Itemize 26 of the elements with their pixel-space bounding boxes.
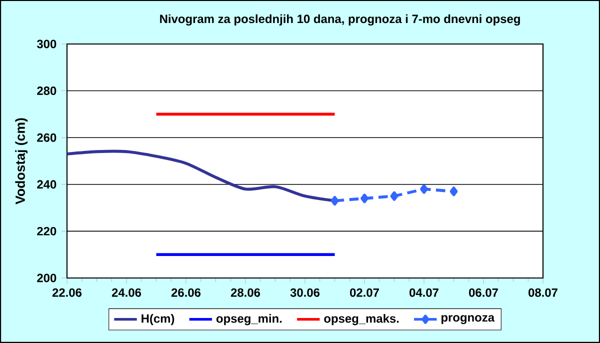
- chart-title: Nivogram za poslednjih 10 dana, prognoza i 7-mo dnevni opseg: [160, 14, 520, 26]
- x-tick-label: 02.07: [350, 288, 379, 297]
- x-tick-label: 26.06: [171, 288, 201, 297]
- x-tick-label: 22.06: [52, 288, 82, 297]
- x-tick-label: 06.07: [469, 288, 498, 297]
- point: [450, 186, 458, 196]
- legend-label: opseg_maks.: [324, 314, 399, 326]
- y-tick-label: 260: [37, 133, 56, 142]
- x-tick-label: 24.06: [112, 288, 142, 297]
- y-tick-label: 220: [37, 226, 56, 236]
- y-tick-label: 200: [37, 274, 56, 282]
- legend-label: prognoza: [442, 315, 495, 324]
- y-axis-title: Vodostaj (cm): [15, 118, 28, 204]
- y-tick-label: 300: [36, 40, 56, 48]
- point: [330, 196, 339, 206]
- point: [420, 184, 428, 194]
- x-tick-label: 30.06: [290, 288, 320, 297]
- y-tick-label: 280: [37, 86, 56, 96]
- x-tick-label: 04.07: [410, 288, 438, 297]
- point: [360, 194, 368, 204]
- legend-label: H(cm): [142, 314, 174, 326]
- x-tick-label: 08.07: [528, 288, 558, 297]
- x-tick-label: 28.06: [230, 288, 260, 297]
- point: [390, 191, 398, 201]
- y-tick-label: 240: [37, 180, 56, 189]
- legend-label: opseg_min.: [216, 314, 282, 326]
